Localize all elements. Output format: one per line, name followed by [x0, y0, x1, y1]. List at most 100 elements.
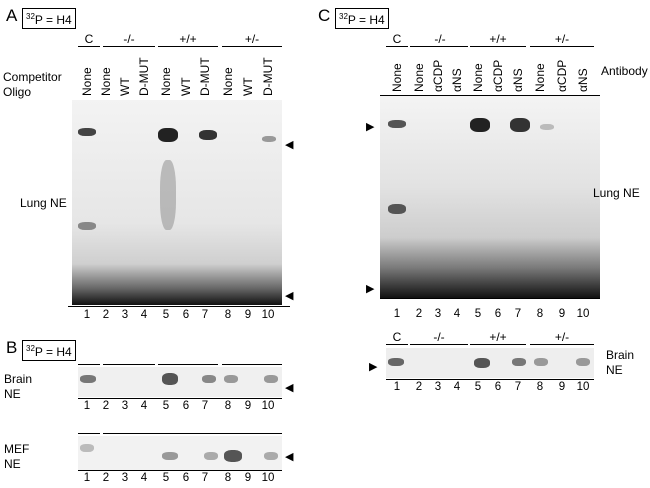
panel-a-lane-header: None: [159, 67, 173, 96]
panel-c-lane-header: αNS: [511, 68, 525, 92]
panel-b-top-bar: [78, 364, 100, 365]
lane-number: 3: [434, 308, 442, 320]
lane-number: 8: [536, 308, 544, 320]
panel-b-mef-label: MEF NE: [4, 442, 29, 472]
lane-number: 6: [494, 381, 502, 393]
panel-a-lane-header: WT: [118, 77, 132, 96]
lane-number: 7: [514, 381, 522, 393]
brain-line-1: Brain: [606, 348, 635, 362]
panel-c-group-bar: [530, 46, 594, 47]
panel-c-brain-group-bar: [470, 344, 526, 345]
competitor-line-2: Oligo: [3, 85, 32, 99]
lane-number: 9: [244, 400, 252, 412]
lane-number: 1: [393, 308, 401, 320]
panel-c-probe-label: 32P = H4: [335, 8, 389, 29]
lane-number: 10: [261, 309, 275, 321]
panel-a-lane-header: None: [80, 67, 94, 96]
lane-number: 3: [434, 381, 442, 393]
panel-c-side-label: Lung NE: [593, 186, 640, 200]
panel-c-lane-numbers: 1 2 3 4 5 6 7 8 9 10: [0, 308, 650, 322]
panel-c-brain-group-ko: -/-: [433, 330, 445, 344]
band-arrow-icon: ◀: [285, 382, 294, 394]
lane-number: 2: [102, 309, 110, 321]
panel-c-brain-group-bar: [530, 344, 594, 345]
panel-a-lane-header: None: [99, 67, 113, 96]
panel-b-mef-lane-numbers: 1 2 3 4 5 6 7 8 9 10: [0, 472, 300, 486]
lane-number: 6: [182, 472, 190, 484]
panel-a-group-het: +/-: [244, 32, 260, 46]
lane-number: 8: [224, 400, 232, 412]
probe-text: P = H4: [34, 13, 72, 27]
panel-c-bottom-line: [380, 298, 600, 299]
panel-c-brain-group-wt: +/+: [489, 330, 507, 344]
band-arrow-icon: ◀: [285, 139, 294, 151]
panel-c-top-line: [380, 95, 600, 96]
lane-number: 5: [474, 308, 482, 320]
panel-c-group-ko: -/-: [434, 32, 446, 46]
lane-number: 9: [244, 309, 252, 321]
lane-number: 2: [415, 381, 423, 393]
panel-c-brain-group-bar: [386, 344, 408, 345]
panel-c-brain-lane-numbers: 1 2 3 4 5 6 7 8 9 10: [0, 381, 650, 395]
panel-a-bottom-line: [68, 306, 290, 307]
panel-c-lane-header: αCDP: [555, 59, 569, 92]
panel-b-mef-gel-image: [78, 436, 282, 470]
panel-c-lane-header: None: [390, 63, 404, 92]
panel-c-lane-header: None: [533, 63, 547, 92]
panel-c-gel-image: [380, 96, 600, 298]
panel-c-group-bar: [410, 46, 468, 47]
lane-number: 3: [121, 400, 129, 412]
panel-b-brain-lane-numbers: 1 2 3 4 5 6 7 8 9 10: [0, 400, 300, 414]
lane-number: 8: [224, 309, 232, 321]
probe-text: P = H4: [34, 345, 72, 359]
lane-number: 2: [102, 472, 110, 484]
panel-a-group-c: C: [84, 32, 94, 46]
lane-number: 7: [201, 400, 209, 412]
panel-c-brain-label: Brain NE: [606, 348, 634, 378]
panel-c-lane-header: αCDP: [491, 59, 505, 92]
mef-line-2: NE: [4, 457, 21, 471]
panel-a-lane-header: D-MUT: [261, 57, 275, 96]
panel-c-lane-header: None: [471, 63, 485, 92]
panel-a-group-bar: [222, 46, 282, 47]
lane-number: 7: [514, 308, 522, 320]
lane-number: 3: [121, 472, 129, 484]
probe-text: P = H4: [347, 13, 385, 27]
panel-c-letter: C: [318, 6, 331, 25]
probe-superscript: 32: [26, 12, 35, 21]
lane-number: 5: [162, 400, 170, 412]
panel-c-group-bar: [386, 46, 408, 47]
panel-c-brain-group-c: C: [392, 330, 402, 344]
panel-b-probe-label: 32P = H4: [22, 340, 76, 361]
panel-b-brain-gel-image: [78, 367, 282, 397]
panel-c-lane-header: αCDP: [431, 59, 445, 92]
brain-line-1: Brain: [4, 372, 33, 386]
panel-a-lane-header: WT: [241, 77, 255, 96]
panel-a-lane-header: D-MUT: [198, 57, 212, 96]
band-arrow-icon: ▶: [366, 121, 375, 133]
panel-c-group-c: C: [392, 32, 402, 46]
panel-c-brain-bottom-line: [386, 379, 594, 380]
panel-a-side-label: Lung NE: [20, 196, 67, 210]
panel-c-group-het: +/-: [554, 32, 570, 46]
lane-number: 5: [474, 381, 482, 393]
lane-number: 9: [558, 381, 566, 393]
lane-number: 10: [576, 381, 590, 393]
brain-line-2: NE: [4, 387, 21, 401]
lane-number: 1: [83, 309, 91, 321]
panel-a-group-bar: [158, 46, 218, 47]
lane-number: 8: [536, 381, 544, 393]
lane-number: 10: [261, 400, 275, 412]
band-arrow-icon: ◀: [285, 290, 294, 302]
panel-c-brain-group-het: +/-: [554, 330, 570, 344]
panel-a-probe-label: 32P = H4: [22, 8, 76, 29]
lane-number: 7: [201, 472, 209, 484]
band-arrow-icon: ◀: [285, 451, 294, 463]
lane-number: 1: [83, 400, 91, 412]
panel-b-brain-bottom-line: [78, 398, 282, 399]
panel-a-lane-numbers: 1 2 3 4 5 6 7 8 9 10: [0, 309, 300, 323]
panel-a-group-bar: [103, 46, 155, 47]
panel-a-lane-header: WT: [179, 77, 193, 96]
panel-b-mef-bottom-line: [78, 470, 282, 471]
lane-number: 9: [558, 308, 566, 320]
